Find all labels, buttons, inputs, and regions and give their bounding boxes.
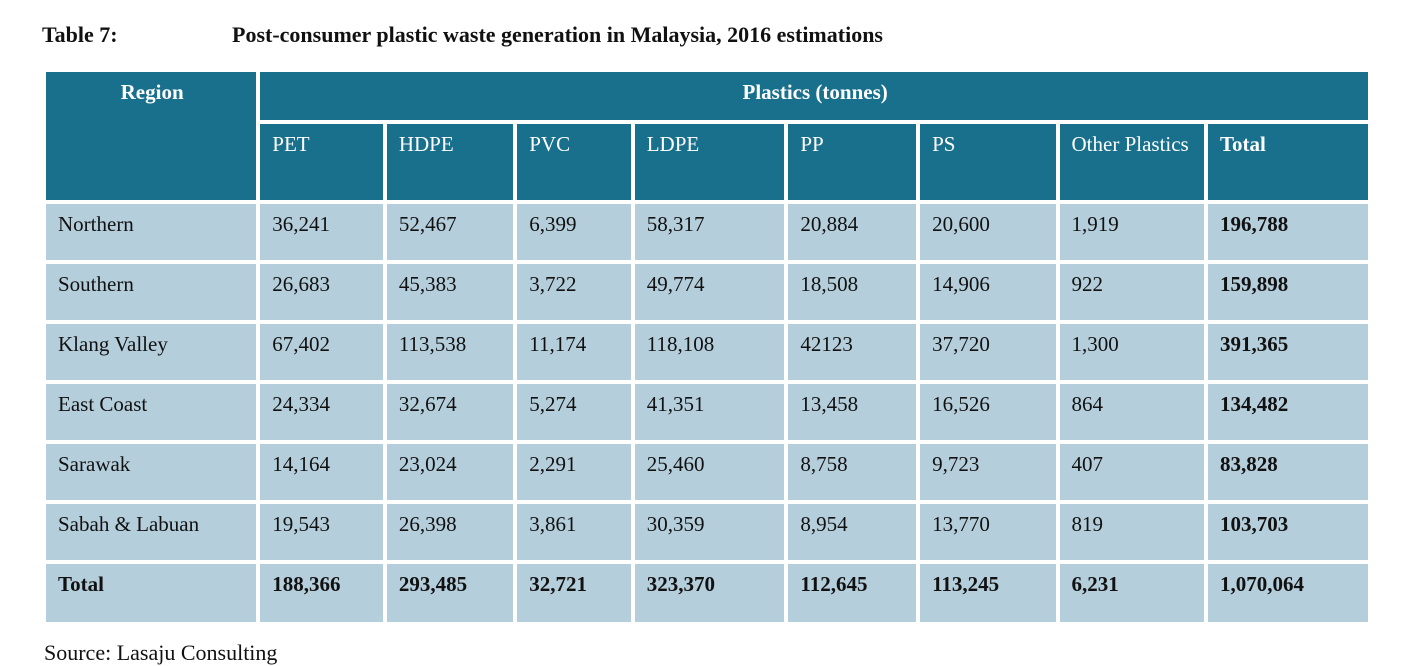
value-cell: 134,482	[1207, 384, 1368, 440]
value-cell: 3,722	[517, 264, 631, 320]
region-name: Northern	[46, 204, 257, 260]
column-header-hdpe: HDPE	[386, 124, 514, 200]
region-name: Sarawak	[46, 444, 257, 500]
table-body: Northern 36,241 52,467 6,399 58,317 20,884 20,…	[46, 204, 1368, 622]
column-header-ldpe: LDPE	[634, 124, 785, 200]
value-cell: 3,861	[517, 504, 631, 560]
value-cell: 1,070,064	[1207, 564, 1368, 622]
column-header-ps: PS	[920, 124, 1056, 200]
value-cell: 16,526	[920, 384, 1056, 440]
value-cell: 11,174	[517, 324, 631, 380]
table-row: Northern 36,241 52,467 6,399 58,317 20,884 20,…	[46, 204, 1368, 260]
column-header-pp: PP	[788, 124, 917, 200]
table-header: Region Plastics (tonnes) PET HDPE PVC LD…	[46, 72, 1368, 200]
sub-header-row: PET HDPE PVC LDPE PP PS Other Plastics T…	[46, 124, 1368, 200]
value-cell: 67,402	[260, 324, 383, 380]
value-cell: 26,398	[386, 504, 514, 560]
value-cell: 113,245	[920, 564, 1056, 622]
value-cell: 83,828	[1207, 444, 1368, 500]
value-cell: 391,365	[1207, 324, 1368, 380]
region-name: Southern	[46, 264, 257, 320]
value-cell: 42123	[788, 324, 917, 380]
column-header-pet: PET	[260, 124, 383, 200]
value-cell: 23,024	[386, 444, 514, 500]
value-cell: 159,898	[1207, 264, 1368, 320]
value-cell: 37,720	[920, 324, 1056, 380]
value-cell: 103,703	[1207, 504, 1368, 560]
value-cell: 49,774	[634, 264, 785, 320]
value-cell: 8,954	[788, 504, 917, 560]
page: Table 7: Post-consumer plastic waste gen…	[42, 22, 1372, 665]
table-row: Sarawak 14,164 23,024 2,291 25,460 8,758 9,723…	[46, 444, 1368, 500]
value-cell: 922	[1059, 264, 1204, 320]
plastic-waste-table: Region Plastics (tonnes) PET HDPE PVC LD…	[42, 68, 1372, 626]
table-number-label: Table 7:	[42, 22, 118, 47]
column-header-other-plastics: Other Plastics	[1059, 124, 1204, 200]
value-cell: 19,543	[260, 504, 383, 560]
value-cell: 20,884	[788, 204, 917, 260]
value-cell: 41,351	[634, 384, 785, 440]
value-cell: 14,164	[260, 444, 383, 500]
total-row-label: Total	[46, 564, 257, 622]
value-cell: 45,383	[386, 264, 514, 320]
value-cell: 25,460	[634, 444, 785, 500]
value-cell: 188,366	[260, 564, 383, 622]
value-cell: 14,906	[920, 264, 1056, 320]
column-header-region: Region	[46, 72, 257, 200]
region-name: East Coast	[46, 384, 257, 440]
value-cell: 58,317	[634, 204, 785, 260]
value-cell: 112,645	[788, 564, 917, 622]
value-cell: 323,370	[634, 564, 785, 622]
value-cell: 113,538	[386, 324, 514, 380]
source-note: Source: Lasaju Consulting	[44, 640, 278, 665]
table-title: Post-consumer plastic waste generation i…	[232, 22, 883, 47]
table-row: East Coast 24,334 32,674 5,274 41,351 13,458 1…	[46, 384, 1368, 440]
value-cell: 407	[1059, 444, 1204, 500]
value-cell: 20,600	[920, 204, 1056, 260]
value-cell: 30,359	[634, 504, 785, 560]
value-cell: 1,300	[1059, 324, 1204, 380]
value-cell: 9,723	[920, 444, 1056, 500]
table-caption: Table 7: Post-consumer plastic waste gen…	[42, 22, 1372, 48]
region-name: Klang Valley	[46, 324, 257, 380]
value-cell: 13,770	[920, 504, 1056, 560]
value-cell: 36,241	[260, 204, 383, 260]
table-row: Klang Valley 67,402 113,538 11,174 118,108 42…	[46, 324, 1368, 380]
region-name: Sabah & Labuan	[46, 504, 257, 560]
value-cell: 24,334	[260, 384, 383, 440]
column-header-total: Total	[1207, 124, 1368, 200]
value-cell: 8,758	[788, 444, 917, 500]
value-cell: 293,485	[386, 564, 514, 622]
value-cell: 32,721	[517, 564, 631, 622]
value-cell: 118,108	[634, 324, 785, 380]
value-cell: 196,788	[1207, 204, 1368, 260]
value-cell: 6,399	[517, 204, 631, 260]
value-cell: 18,508	[788, 264, 917, 320]
value-cell: 6,231	[1059, 564, 1204, 622]
table-row: Southern 26,683 45,383 3,722 49,774 18,508 14,…	[46, 264, 1368, 320]
value-cell: 52,467	[386, 204, 514, 260]
table-row: Sabah & Labuan 19,543 26,398 3,861 30,359 8,9…	[46, 504, 1368, 560]
value-cell: 13,458	[788, 384, 917, 440]
column-group-header-plastics: Plastics (tonnes)	[260, 72, 1368, 120]
value-cell: 26,683	[260, 264, 383, 320]
value-cell: 819	[1059, 504, 1204, 560]
value-cell: 2,291	[517, 444, 631, 500]
column-header-pvc: PVC	[517, 124, 631, 200]
value-cell: 5,274	[517, 384, 631, 440]
table-total-row: Total 188,366 293,485 32,721 323,370 112,645 1…	[46, 564, 1368, 622]
value-cell: 1,919	[1059, 204, 1204, 260]
value-cell: 864	[1059, 384, 1204, 440]
value-cell: 32,674	[386, 384, 514, 440]
